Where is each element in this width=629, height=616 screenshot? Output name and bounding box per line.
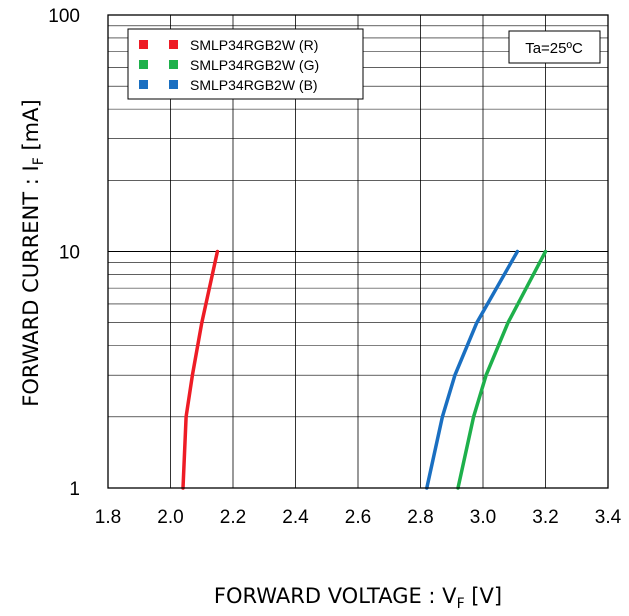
series-line [181, 249, 220, 490]
y-tick-label: 10 [59, 243, 80, 264]
legend-label: SMLP34RGB2W (R) [190, 37, 318, 53]
legend-label: SMLP34RGB2W (B) [190, 77, 318, 93]
legend-swatch [169, 60, 178, 69]
y-ticks: 1 10 100 [48, 6, 80, 500]
x-ticks: 1.8 2.0 2.2 2.4 2.6 2.8 3.0 3.2 3.4 [95, 507, 622, 528]
legend: SMLP34RGB2W (R) SMLP34RGB2W (G) SMLP34RGB2… [127, 28, 364, 100]
x-tick-label: 1.8 [95, 507, 121, 528]
x-tick-label: 2.8 [407, 507, 433, 528]
x-tick-label: 3.2 [532, 507, 558, 528]
legend-swatch [169, 40, 178, 49]
y-axis-title: FORWARD CURRENT : IF [mA] [19, 99, 47, 406]
x-tick-label: 2.0 [157, 507, 183, 528]
series-layer [181, 249, 548, 490]
y-tick-label: 100 [48, 6, 80, 27]
legend-swatch [139, 60, 148, 69]
legend-swatch [139, 40, 148, 49]
x-axis-title: FORWARD VOLTAGE : VF [V] [214, 584, 502, 612]
annotation-text: Ta=25ºC [525, 40, 583, 57]
x-tick-label: 3.0 [470, 507, 496, 528]
legend-swatch [169, 80, 178, 89]
annotation-box: Ta=25ºC [508, 30, 601, 64]
legend-swatch [139, 80, 148, 89]
x-tick-label: 2.6 [345, 507, 371, 528]
plot-frame [107, 14, 609, 489]
x-tick-label: 2.4 [282, 507, 309, 528]
legend-box [127, 28, 364, 100]
y-tick-label: 1 [69, 479, 80, 500]
x-tick-label: 3.4 [595, 507, 622, 528]
series-line [456, 249, 548, 490]
x-tick-label: 2.2 [220, 507, 246, 528]
series-line [425, 249, 520, 490]
legend-label: SMLP34RGB2W (G) [190, 57, 319, 73]
